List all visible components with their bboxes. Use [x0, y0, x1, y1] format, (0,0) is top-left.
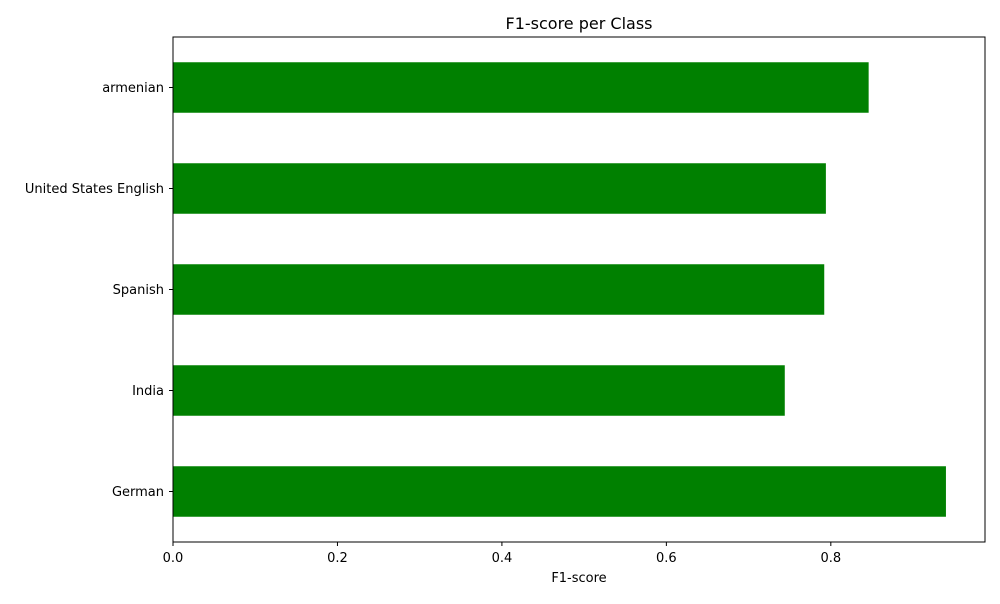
- bar: [173, 365, 785, 416]
- x-tick-label: 0.6: [656, 551, 677, 566]
- bars-group: [173, 62, 946, 517]
- chart-title: F1-score per Class: [506, 14, 653, 33]
- x-tick-label: 0.2: [327, 551, 348, 566]
- y-tick-label: German: [112, 485, 164, 500]
- x-axis: 0.0 0.2 0.4 0.6 0.8: [163, 542, 841, 566]
- y-axis: German India Spanish United States English a…: [25, 81, 173, 500]
- bar: [173, 466, 946, 517]
- plot-frame: [172, 36, 986, 543]
- y-tick-label: India: [132, 384, 164, 399]
- x-tick-label: 0.0: [163, 551, 184, 566]
- bar: [173, 264, 825, 315]
- x-tick-label: 0.8: [820, 551, 841, 566]
- y-tick-label: United States English: [25, 182, 164, 197]
- x-tick-label: 0.4: [492, 551, 513, 566]
- x-axis-label: F1-score: [551, 571, 606, 586]
- y-tick-label: armenian: [102, 81, 164, 96]
- bar: [173, 62, 869, 113]
- bar: [173, 163, 826, 214]
- y-tick-label: Spanish: [113, 283, 164, 298]
